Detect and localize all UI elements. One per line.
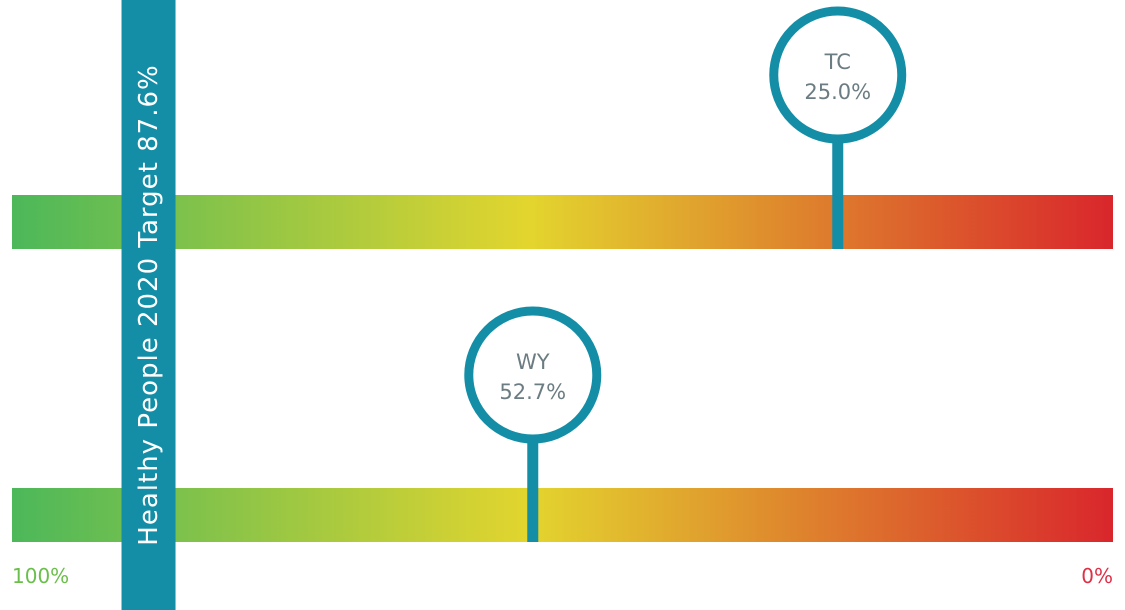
marker-circle (774, 11, 902, 139)
gradient-bar-tc (12, 195, 1113, 249)
target-label: Healthy People 2020 Target 87.6% (134, 64, 164, 545)
marker-value: 52.7% (499, 380, 566, 404)
target-band: Healthy People 2020 Target 87.6% (122, 0, 176, 610)
axis-start-label: 100% (12, 564, 69, 588)
gradient-bar-wy (12, 488, 1113, 542)
axis-end-label: 0% (1081, 564, 1113, 588)
marker-circle (469, 311, 597, 439)
marker-value: 25.0% (804, 80, 871, 104)
marker-label: TC (824, 50, 851, 74)
marker-label: WY (516, 350, 550, 374)
